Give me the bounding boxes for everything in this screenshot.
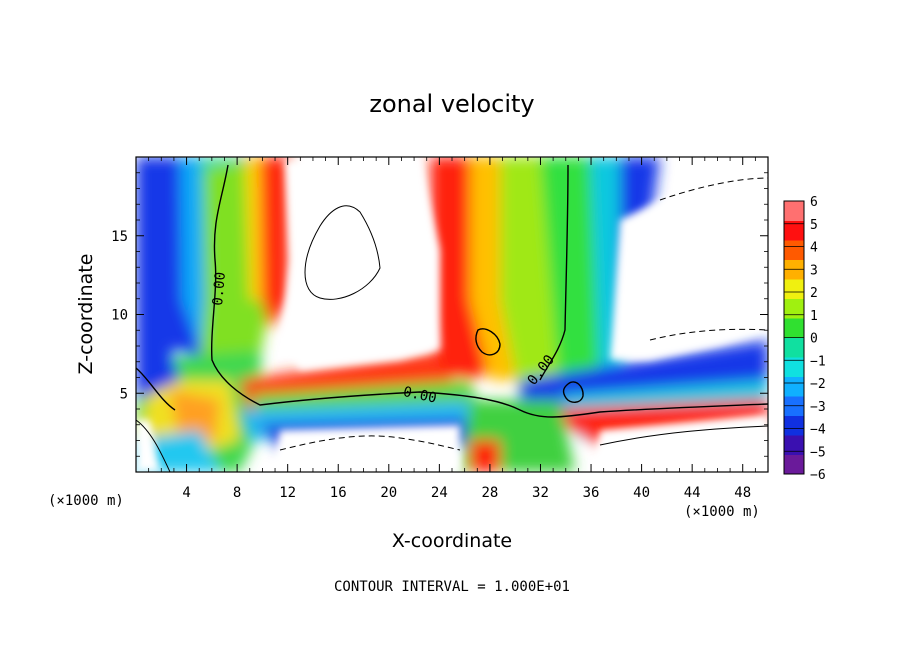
colorbar-label: 0 (810, 332, 818, 347)
x-tick-label: 8 (233, 485, 241, 501)
colorbar-label: 3 (810, 263, 818, 278)
x-axis-ticks: 4 8 12 16 20 24 28 32 36 40 44 48 (148, 157, 756, 501)
colorbar-swatch (784, 454, 804, 475)
contour-label-1: 0.00 (210, 271, 229, 306)
colorbar-label: 4 (810, 241, 818, 256)
y-axis-label: Z-coordinate (75, 254, 97, 375)
colorbar-label: −3 (810, 400, 826, 415)
colorbar-label: 1 (810, 309, 818, 324)
chart-title: zonal velocity (369, 90, 534, 118)
colorbar-swatch (784, 220, 804, 241)
colorbar-label: −6 (810, 468, 826, 483)
y-tick-label: 15 (111, 229, 128, 245)
colorbar-label: −1 (810, 354, 826, 369)
x-tick-label: 16 (330, 485, 347, 501)
colorbar-swatch (784, 415, 804, 436)
x-tick-label: 48 (734, 485, 751, 501)
y-tick-label: 10 (111, 308, 128, 324)
heatmap-field: 0.00 0.00 0.00 (136, 157, 768, 472)
x-tick-label: 24 (431, 485, 448, 501)
contour-lines (136, 164, 768, 472)
colorbar-label: 5 (810, 218, 818, 233)
x-tick-label: 28 (481, 485, 498, 501)
contour-label-2: 0.00 (402, 384, 438, 407)
colorbar-label: −5 (810, 445, 826, 460)
colorbar-swatch (784, 337, 804, 358)
colorbar-label: 2 (810, 286, 818, 301)
colorbar-label: 6 (810, 195, 818, 210)
x-tick-label: 12 (279, 485, 296, 501)
colorbar-swatch (784, 279, 804, 299)
contour-labels: 0.00 0.00 0.00 (210, 271, 558, 407)
colorbar-label: −2 (810, 377, 826, 392)
x-tick-label: 44 (684, 485, 701, 501)
x-tick-label: 32 (532, 485, 549, 501)
x-tick-label: 36 (583, 485, 600, 501)
x-tick-label: 4 (182, 485, 190, 501)
y-axis-ticks: 5 10 15 (111, 172, 768, 457)
colorbar: 6 5 4 3 2 1 0 −1 −2 −3 −4 −5 −6 (783, 195, 826, 483)
x-tick-label: 20 (380, 485, 397, 501)
colorbar-swatch (784, 435, 804, 455)
colorbar-swatch (784, 318, 804, 338)
y-tick-label: 5 (120, 386, 128, 402)
colorbar-swatch (784, 240, 804, 260)
x-units-left: (×1000 m) (48, 493, 124, 509)
colorbar-swatch (784, 201, 804, 221)
colorbar-swatch (784, 376, 804, 397)
x-axis-label: X-coordinate (392, 530, 512, 552)
colorbar-swatch (784, 357, 804, 377)
x-tick-label: 40 (633, 485, 650, 501)
colorbar-label: −4 (810, 423, 826, 438)
x-units-right: (×1000 m) (684, 504, 760, 520)
colorbar-swatch (784, 298, 804, 319)
contour-interval-note: CONTOUR INTERVAL = 1.000E+01 (334, 579, 570, 595)
